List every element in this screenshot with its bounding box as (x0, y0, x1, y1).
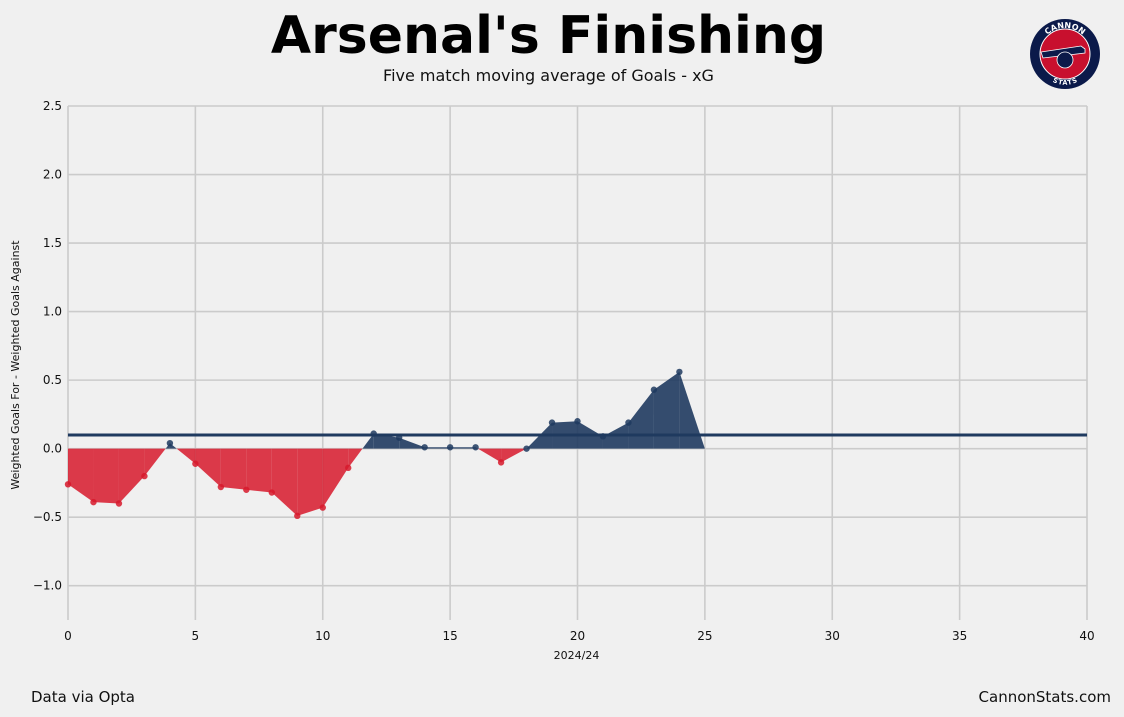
x-tick-label: 40 (1079, 629, 1094, 643)
data-point (625, 419, 632, 426)
negative-area-segment (297, 448, 323, 516)
data-point (345, 464, 352, 472)
data-point (268, 489, 275, 496)
grid (67, 105, 1088, 620)
cannon-wheel-icon (1056, 51, 1074, 69)
negative-area-segment (68, 448, 94, 503)
y-axis-label: Weighted Goals For - Weighted Goals Agai… (9, 240, 22, 490)
logo-bottom-text: STATS (1052, 76, 1079, 87)
data-point (676, 368, 683, 376)
x-axis-label: 2024/24 (554, 649, 600, 662)
negative-area-segment (176, 448, 196, 464)
negative-area-segment (93, 448, 119, 504)
data-point (523, 445, 530, 452)
data-point (574, 418, 581, 425)
negative-area-segment (144, 448, 166, 477)
negative-area-segment (271, 448, 298, 516)
logo-inner-ring (1039, 28, 1091, 80)
negative-area-segment (348, 448, 363, 468)
positive-area-segment (526, 422, 553, 449)
positive-area-segment (653, 371, 680, 449)
x-tick-label: 15 (442, 629, 457, 643)
chart-title: Arsenal's Finishing (270, 6, 827, 66)
x-tick-labels: 0 5 10 15 20 25 30 35 40 (64, 629, 1094, 643)
positive-area-segment (628, 389, 654, 449)
data-points (64, 368, 683, 520)
site-credit: CannonStats.com (978, 688, 1111, 706)
x-tick-label: 5 (192, 629, 200, 643)
data-source-credit: Data via Opta (31, 688, 135, 706)
y-tick-label: 0.5 (43, 373, 62, 387)
data-point (548, 419, 556, 426)
positive-area-segment (399, 437, 425, 449)
data-point (446, 444, 454, 451)
y-tick-label: 0.0 (43, 442, 62, 456)
positive-area-segment (679, 371, 705, 449)
data-point (599, 433, 607, 440)
negative-area-segment (195, 448, 221, 488)
data-point (217, 483, 225, 491)
data-point (370, 430, 377, 437)
data-point (166, 439, 174, 447)
data-point (141, 472, 148, 480)
negative-area-segment (322, 448, 349, 508)
positive-area-segment (450, 447, 476, 449)
y-tick-label: 2.0 (43, 168, 62, 182)
data-point (319, 504, 326, 511)
data-point (90, 498, 97, 506)
x-tick-label: 0 (64, 629, 72, 643)
positive-area-segment (165, 443, 170, 449)
x-tick-label: 30 (825, 629, 840, 643)
negative-area-segment (477, 448, 502, 463)
data-point (497, 459, 505, 466)
positive-area-segment (424, 447, 451, 449)
y-tick-label: 2.5 (43, 99, 62, 113)
positive-area-segment (373, 433, 400, 449)
data-point (421, 444, 428, 451)
x-tick-label: 20 (570, 629, 585, 643)
data-point (472, 444, 479, 451)
chart-subtitle: Five match moving average of Goals - xG (383, 66, 714, 85)
data-point (243, 486, 250, 493)
data-point (64, 481, 72, 488)
y-tick-label: 1.0 (43, 305, 62, 319)
negative-area-segment (246, 448, 272, 493)
x-tick-label: 25 (697, 629, 712, 643)
y-tick-label: −1.0 (33, 579, 62, 593)
cannon-stats-logo: CANNON STATS (1030, 19, 1100, 89)
y-tick-label: 1.5 (43, 236, 62, 250)
data-point (294, 512, 301, 520)
y-tick-label: −0.5 (33, 510, 62, 524)
negative-area-segment (220, 448, 247, 490)
negative-area-segment (501, 448, 527, 463)
data-point (192, 460, 199, 467)
x-tick-label: 35 (952, 629, 967, 643)
y-tick-labels: −1.0 −0.5 0.0 0.5 1.0 1.5 2.0 2.5 (33, 99, 62, 593)
positive-area-segment (362, 433, 374, 449)
data-point (115, 500, 123, 507)
x-tick-label: 10 (315, 629, 330, 643)
data-point (650, 386, 658, 393)
data-point (395, 434, 403, 441)
area-fills (68, 371, 705, 516)
negative-area-segment (118, 448, 145, 504)
